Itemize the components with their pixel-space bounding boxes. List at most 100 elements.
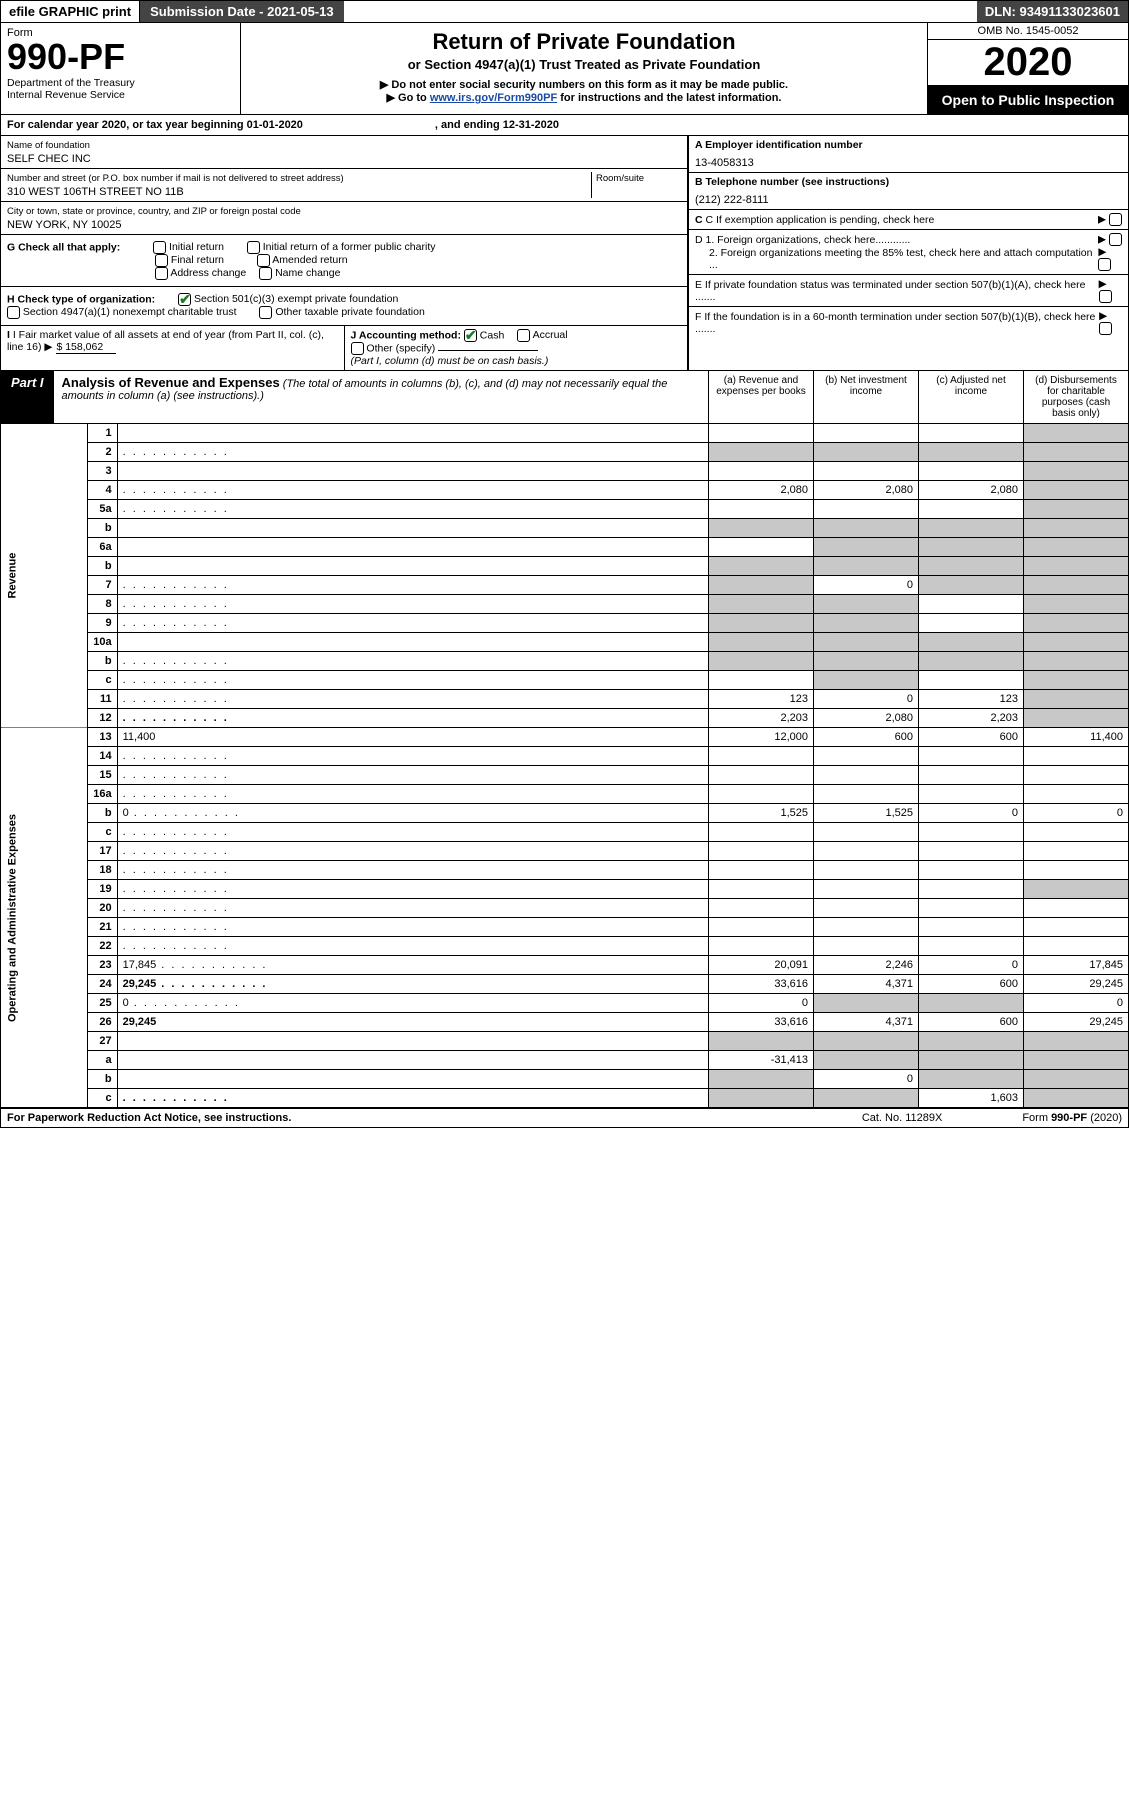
accounting-cell: J Accounting method: Cash Accrual Other …	[345, 326, 688, 370]
table-row: c	[1, 823, 1129, 842]
amount-col-b	[814, 614, 919, 633]
tax-year: 2020	[928, 40, 1128, 86]
other-taxable-cb[interactable]	[259, 306, 272, 319]
accrual-cb[interactable]	[517, 329, 530, 342]
amount-col-c	[919, 747, 1024, 766]
amount-col-c	[919, 1070, 1024, 1089]
amount-col-c	[919, 861, 1024, 880]
amount-col-a: 1,525	[709, 804, 814, 823]
amount-col-d	[1024, 633, 1129, 652]
amount-col-a	[709, 823, 814, 842]
amount-col-a	[709, 918, 814, 937]
d1-cb[interactable]	[1109, 233, 1122, 246]
amount-col-b: 2,080	[814, 709, 919, 728]
d-foreign-cell: D 1. Foreign organizations, check here..…	[689, 230, 1128, 275]
table-row: Revenue1	[1, 424, 1129, 443]
amount-col-b	[814, 462, 919, 481]
table-row: 70	[1, 576, 1129, 595]
ein-label: A Employer identification number	[695, 139, 863, 151]
amount-col-c: 600	[919, 1013, 1024, 1032]
table-row: 10a	[1, 633, 1129, 652]
f-termination-cell: F If the foundation is in a 60-month ter…	[689, 307, 1128, 338]
amended-return-cb[interactable]	[257, 254, 270, 267]
amount-col-b	[814, 633, 919, 652]
amount-col-c	[919, 519, 1024, 538]
top-bar: efile GRAPHIC print Submission Date - 20…	[0, 0, 1129, 23]
c-cb[interactable]	[1109, 213, 1122, 226]
501c3-cb[interactable]	[178, 293, 191, 306]
column-headers: (a) Revenue and expenses per books (b) N…	[708, 371, 1128, 423]
form-ref: Form 990-PF (2020)	[1022, 1112, 1122, 1124]
f-cb[interactable]	[1099, 322, 1112, 335]
e-label: E If private foundation status was termi…	[695, 279, 1099, 303]
amount-col-a: 33,616	[709, 1013, 814, 1032]
table-row: 3	[1, 462, 1129, 481]
amount-col-c: 600	[919, 975, 1024, 994]
line-description	[117, 424, 708, 443]
line-description: 11,400	[117, 728, 708, 747]
amount-col-d	[1024, 937, 1129, 956]
amount-col-d	[1024, 842, 1129, 861]
amount-col-b	[814, 595, 919, 614]
form-url-link[interactable]: www.irs.gov/Form990PF	[430, 92, 557, 104]
line-number: 10a	[88, 633, 117, 652]
line-number: 19	[88, 880, 117, 899]
cash-cb[interactable]	[464, 329, 477, 342]
amount-col-d	[1024, 1070, 1129, 1089]
amount-col-a	[709, 462, 814, 481]
tel-label: B Telephone number (see instructions)	[695, 176, 889, 188]
line-description	[117, 481, 708, 500]
cat-no: Cat. No. 11289X	[862, 1112, 943, 1124]
initial-return-cb[interactable]	[153, 241, 166, 254]
other-method-cb[interactable]	[351, 342, 364, 355]
amount-col-d	[1024, 880, 1129, 899]
line-number: 27	[88, 1032, 117, 1051]
efile-print-label[interactable]: efile GRAPHIC print	[1, 1, 140, 22]
amount-col-a	[709, 899, 814, 918]
amount-col-d	[1024, 614, 1129, 633]
address-cell: Number and street (or P.O. box number if…	[1, 169, 687, 202]
amount-col-d	[1024, 861, 1129, 880]
amount-col-b	[814, 842, 919, 861]
line-number: 11	[88, 690, 117, 709]
address-change-cb[interactable]	[155, 267, 168, 280]
line-description	[117, 823, 708, 842]
amount-col-c	[919, 937, 1024, 956]
d2-cb[interactable]	[1098, 258, 1111, 271]
col-a-hdr: (a) Revenue and expenses per books	[708, 371, 813, 423]
e-cb[interactable]	[1099, 290, 1112, 303]
line-description	[117, 633, 708, 652]
amount-col-b	[814, 557, 919, 576]
line-number: 4	[88, 481, 117, 500]
table-row: 8	[1, 595, 1129, 614]
amount-col-d	[1024, 709, 1129, 728]
name-change-cb[interactable]	[259, 267, 272, 280]
4947-cb[interactable]	[7, 306, 20, 319]
amount-col-d	[1024, 747, 1129, 766]
fmv-value: $ 158,062	[56, 341, 116, 354]
amount-col-a: 0	[709, 994, 814, 1013]
final-return-cb[interactable]	[155, 254, 168, 267]
j-label: J Accounting method:	[351, 329, 461, 341]
revenue-side-label: Revenue	[1, 424, 88, 728]
foundation-name-cell: Name of foundation SELF CHEC INC	[1, 136, 687, 169]
amount-col-a	[709, 1089, 814, 1108]
table-row: 111230123	[1, 690, 1129, 709]
part1-title-cell: Analysis of Revenue and Expenses (The to…	[54, 371, 708, 423]
line-description	[117, 576, 708, 595]
amount-col-b: 4,371	[814, 1013, 919, 1032]
line-number: 24	[88, 975, 117, 994]
line-description	[117, 671, 708, 690]
initial-former-cb[interactable]	[247, 241, 260, 254]
amount-col-b	[814, 671, 919, 690]
identity-block: Name of foundation SELF CHEC INC Number …	[0, 136, 1129, 371]
part1-tag: Part I	[1, 371, 54, 423]
cal-year-end: , and ending 12-31-2020	[429, 115, 565, 135]
line-description	[117, 1051, 708, 1070]
amount-col-a: -31,413	[709, 1051, 814, 1070]
amount-col-d	[1024, 899, 1129, 918]
amount-col-b	[814, 652, 919, 671]
line-description: 29,245	[117, 1013, 708, 1032]
amount-col-a: 12,000	[709, 728, 814, 747]
line-number: 26	[88, 1013, 117, 1032]
